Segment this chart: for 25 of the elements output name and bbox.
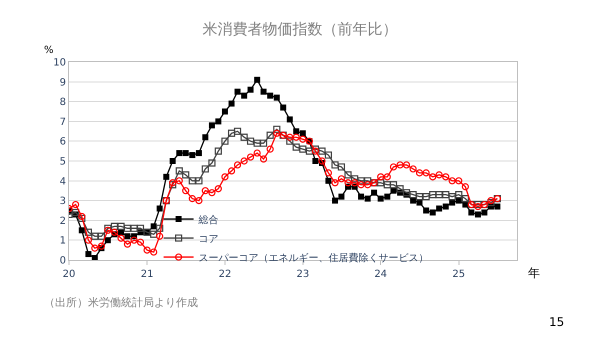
x-tick-label: 21 (140, 269, 154, 280)
text: （出所）米労働統計局より作成 (44, 296, 198, 309)
x-tick-label: 23 (296, 269, 310, 280)
y-tick-label: 10 (53, 58, 66, 68)
legend-label: 総合 (198, 214, 219, 226)
text: 15 (549, 315, 564, 329)
x-axis-title: 年 (528, 266, 540, 280)
x-tick-label: 22 (218, 269, 232, 280)
x-tick-label: 20 (62, 269, 76, 280)
x-tick-label: 24 (374, 269, 388, 280)
y-tick-label: 9 (60, 77, 66, 88)
x-tick-label: 25 (452, 269, 466, 280)
y-tick-label: 2 (60, 216, 66, 227)
y-tick-label: 5 (60, 156, 66, 168)
y-tick-label: 7 (60, 116, 66, 128)
y-tick-label: 3 (60, 196, 66, 208)
y-tick-label: 6 (60, 136, 66, 148)
y-tick-label: 1 (60, 236, 66, 247)
legend-label: スーパーコア（エネルギー、住居費除くサービス） (198, 252, 429, 264)
legend-label: コア (198, 234, 219, 245)
y-tick-label: 0 (60, 256, 66, 266)
y-axis-title: % (44, 45, 54, 56)
y-tick-label: 8 (60, 97, 66, 108)
y-tick-label: 4 (60, 176, 66, 188)
chart-title: 米消費者物価指数（前年比） (202, 20, 398, 38)
